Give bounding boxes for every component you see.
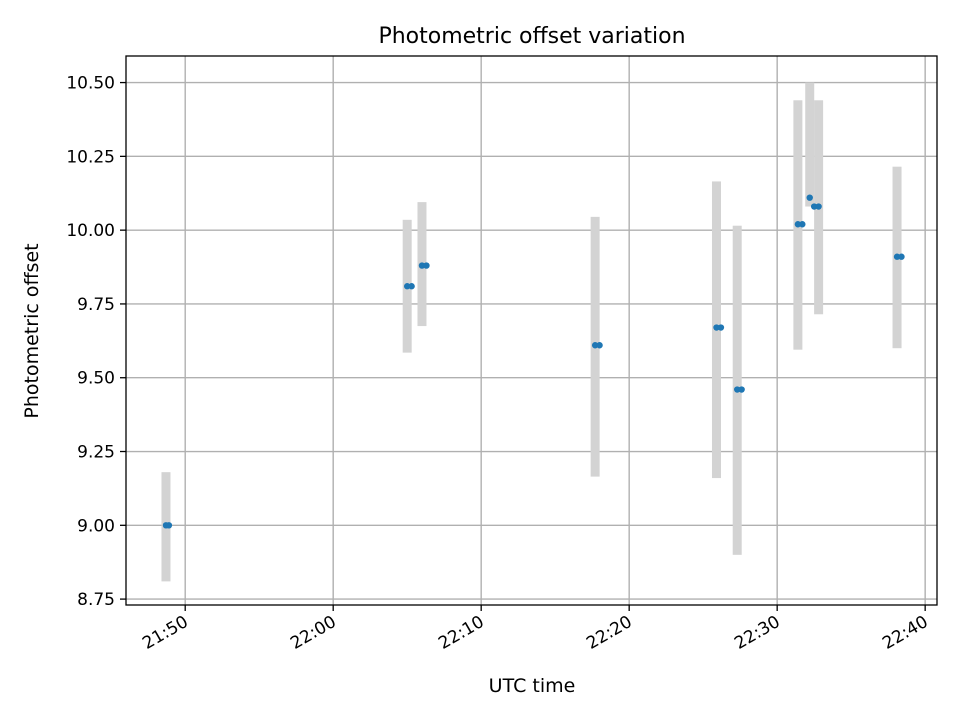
- x-axis-label: UTC time: [489, 675, 576, 697]
- y-tick-label: 9.00: [77, 516, 115, 536]
- data-point: [403, 283, 411, 290]
- x-tick-label: 22:20: [583, 612, 635, 654]
- data-point: [423, 262, 430, 269]
- chart-title: Photometric offset variation: [378, 24, 685, 49]
- y-tick-label: 8.75: [77, 590, 115, 610]
- x-tick-label: 22:00: [287, 612, 339, 654]
- y-tick-label: 10.00: [66, 221, 115, 241]
- data-point: [713, 324, 720, 331]
- data-point: [806, 194, 813, 201]
- y-tick-label: 9.75: [77, 295, 115, 315]
- errorbar-layer: [161, 82, 902, 582]
- data-point: [408, 283, 415, 290]
- data-point: [418, 262, 426, 269]
- y-axis-label: Photometric offset: [21, 243, 43, 418]
- data-point: [717, 324, 725, 331]
- data-point: [799, 221, 806, 228]
- data-point: [815, 203, 822, 210]
- data-point: [794, 221, 802, 228]
- y-tick-label: 10.25: [66, 147, 115, 167]
- data-point: [898, 253, 905, 260]
- plot-frame: [125, 55, 938, 606]
- y-tick-label: 9.50: [77, 369, 115, 389]
- point-layer: [162, 194, 905, 529]
- data-point: [893, 253, 901, 260]
- data-point: [165, 522, 173, 529]
- y-tick-label: 9.25: [77, 443, 115, 463]
- data-point: [596, 342, 603, 349]
- error-bar: [805, 82, 815, 207]
- x-tick-label: 21:50: [139, 612, 191, 654]
- data-point: [591, 342, 599, 349]
- data-point: [810, 203, 818, 210]
- x-tick-label: 22:10: [435, 612, 487, 654]
- data-point: [738, 386, 745, 393]
- y-tick-label: 10.50: [66, 74, 115, 94]
- grid-layer: [126, 56, 937, 605]
- x-tick-label: 22:30: [731, 612, 783, 654]
- x-tick-label: 22:40: [879, 612, 931, 654]
- data-point: [734, 386, 741, 393]
